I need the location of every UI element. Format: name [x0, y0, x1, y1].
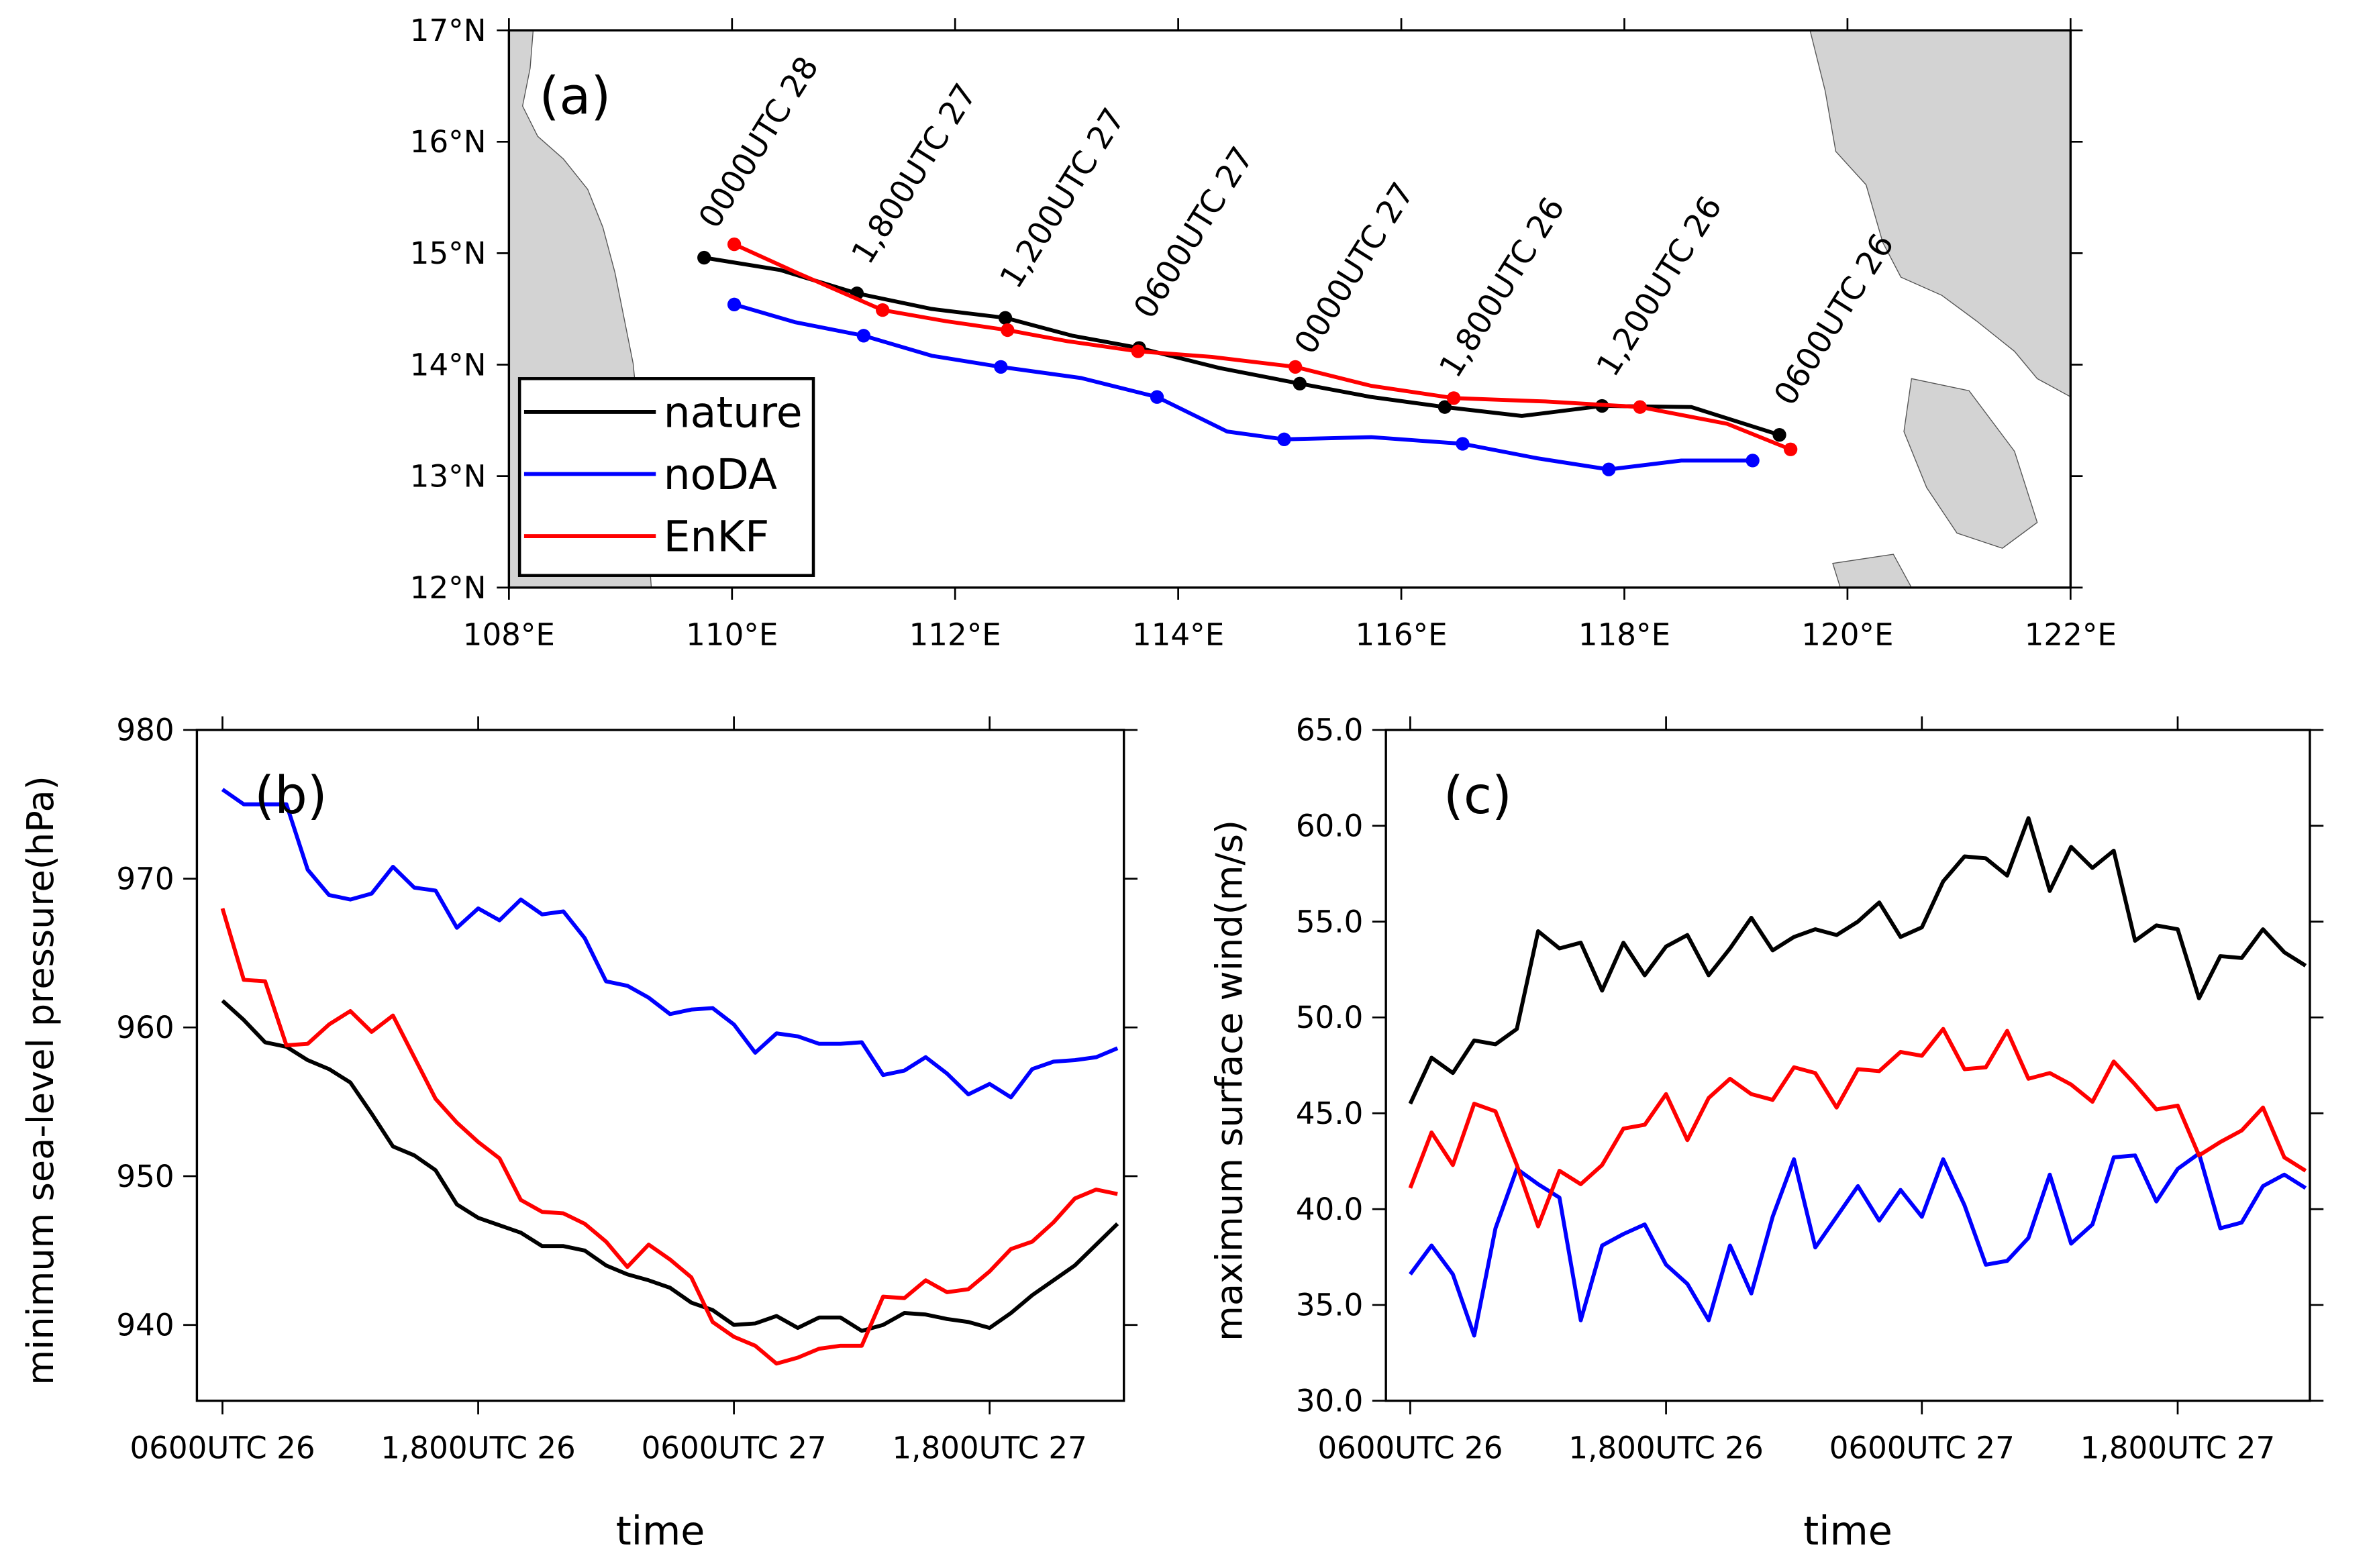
y-tick-label: 60.0: [1296, 808, 1363, 844]
plot-frame: [507, 29, 2072, 589]
x-tick-label: 1,800UTC 26: [1568, 1430, 1763, 1466]
land-luzon: [1809, 30, 2071, 398]
track-marker: [1277, 432, 1291, 446]
track-marker: [727, 237, 742, 252]
x-tick-label: 116°E: [1355, 617, 1447, 653]
y-tick-label: 12°N: [410, 570, 487, 606]
series-line: [221, 788, 1119, 1100]
y-tick-label: 950: [116, 1159, 174, 1194]
track-marker: [1288, 360, 1303, 374]
track-marker: [876, 303, 890, 317]
series-line: [1409, 1151, 2307, 1338]
x-tick-label: 1,800UTC 27: [2080, 1430, 2275, 1466]
track-marker: [727, 297, 742, 311]
y-tick-label: 45.0: [1296, 1096, 1363, 1131]
y-tick-label: 65.0: [1296, 713, 1363, 748]
series-line: [733, 242, 1792, 452]
legend-label: noDA: [664, 450, 777, 499]
series-line: [221, 999, 1119, 1333]
x-tick-label: 0600UTC 26: [130, 1430, 315, 1466]
track-marker: [998, 311, 1013, 325]
y-tick-label: 980: [116, 713, 174, 748]
track-marker: [1150, 390, 1164, 404]
x-tick-label: 108°E: [463, 617, 555, 653]
time-annotation: 1,200UTC 26: [1590, 190, 1729, 383]
x-tick-label: 112°E: [909, 617, 1001, 653]
y-tick-label: 970: [116, 861, 174, 896]
y-tick-label: 35.0: [1296, 1288, 1363, 1323]
x-tick-label: 114°E: [1132, 617, 1224, 653]
x-tick-label: 118°E: [1578, 617, 1670, 653]
series-line: [703, 256, 1780, 437]
track-marker: [1772, 428, 1786, 442]
legend-label: EnKF: [664, 512, 770, 562]
track-marker: [1746, 454, 1760, 468]
track-marker: [1447, 391, 1461, 405]
y-axis-label: maximum surface wind(m/s): [1209, 820, 1251, 1341]
time-annotation: 1,800UTC 26: [1432, 191, 1572, 384]
y-tick-label: 15°N: [410, 236, 487, 271]
series-line: [1408, 816, 2307, 1105]
x-tick-label: 1,800UTC 26: [381, 1430, 575, 1466]
panel-label: (c): [1444, 766, 1512, 826]
series-line: [734, 303, 1753, 472]
panel-label: (b): [254, 766, 327, 826]
track-marker: [697, 250, 711, 265]
y-tick-label: 16°N: [410, 124, 487, 160]
y-tick-label: 50.0: [1296, 1000, 1363, 1035]
time-annotation: 1,800UTC 27: [845, 77, 984, 270]
x-tick-label: 1,800UTC 27: [892, 1430, 1087, 1466]
series-line: [1408, 1027, 2307, 1229]
x-tick-label: 110°E: [686, 617, 778, 653]
series-line: [220, 908, 1118, 1366]
time-annotation: 1,200UTC 27: [993, 102, 1133, 295]
track-marker: [1131, 344, 1145, 358]
land-island: [1903, 378, 2038, 549]
plot-frame: [195, 729, 1125, 1402]
time-annotation: 0000UTC 27: [1287, 176, 1421, 361]
y-tick-label: 14°N: [410, 347, 487, 382]
x-axis-label: time: [616, 1508, 705, 1554]
x-tick-label: 0600UTC 26: [1317, 1430, 1503, 1466]
legend-label: nature: [664, 388, 803, 437]
y-tick-label: 940: [116, 1308, 174, 1343]
track-marker: [1293, 376, 1307, 390]
x-tick-label: 0600UTC 27: [642, 1430, 827, 1466]
track-marker: [1437, 400, 1452, 414]
x-tick-label: 120°E: [1801, 617, 1893, 653]
time-annotation: 0600UTC 27: [1127, 140, 1261, 325]
y-tick-label: 55.0: [1296, 904, 1363, 939]
y-tick-label: 40.0: [1296, 1192, 1363, 1227]
track-marker: [1633, 400, 1647, 414]
panel-label: (a): [539, 66, 611, 126]
track-marker: [1001, 323, 1015, 337]
x-tick-label: 0600UTC 27: [1829, 1430, 2015, 1466]
y-tick-label: 17°N: [410, 13, 487, 48]
x-axis-label: time: [1803, 1508, 1892, 1554]
track-marker: [1456, 437, 1470, 451]
time-annotation: 0600UTC 26: [1767, 227, 1901, 412]
track-marker: [994, 360, 1008, 374]
track-marker: [856, 329, 871, 343]
time-annotation: 0000UTC 28: [692, 50, 826, 235]
plot-frame: [1384, 729, 2311, 1402]
y-axis-label: minimum sea-level pressure(hPa): [19, 776, 62, 1385]
y-tick-label: 30.0: [1296, 1383, 1363, 1419]
land-south: [1832, 554, 1913, 588]
y-tick-label: 13°N: [410, 458, 487, 494]
y-tick-label: 960: [116, 1010, 174, 1045]
track-marker: [1602, 462, 1616, 476]
x-tick-label: 122°E: [2025, 617, 2117, 653]
track-marker: [1783, 442, 1798, 456]
